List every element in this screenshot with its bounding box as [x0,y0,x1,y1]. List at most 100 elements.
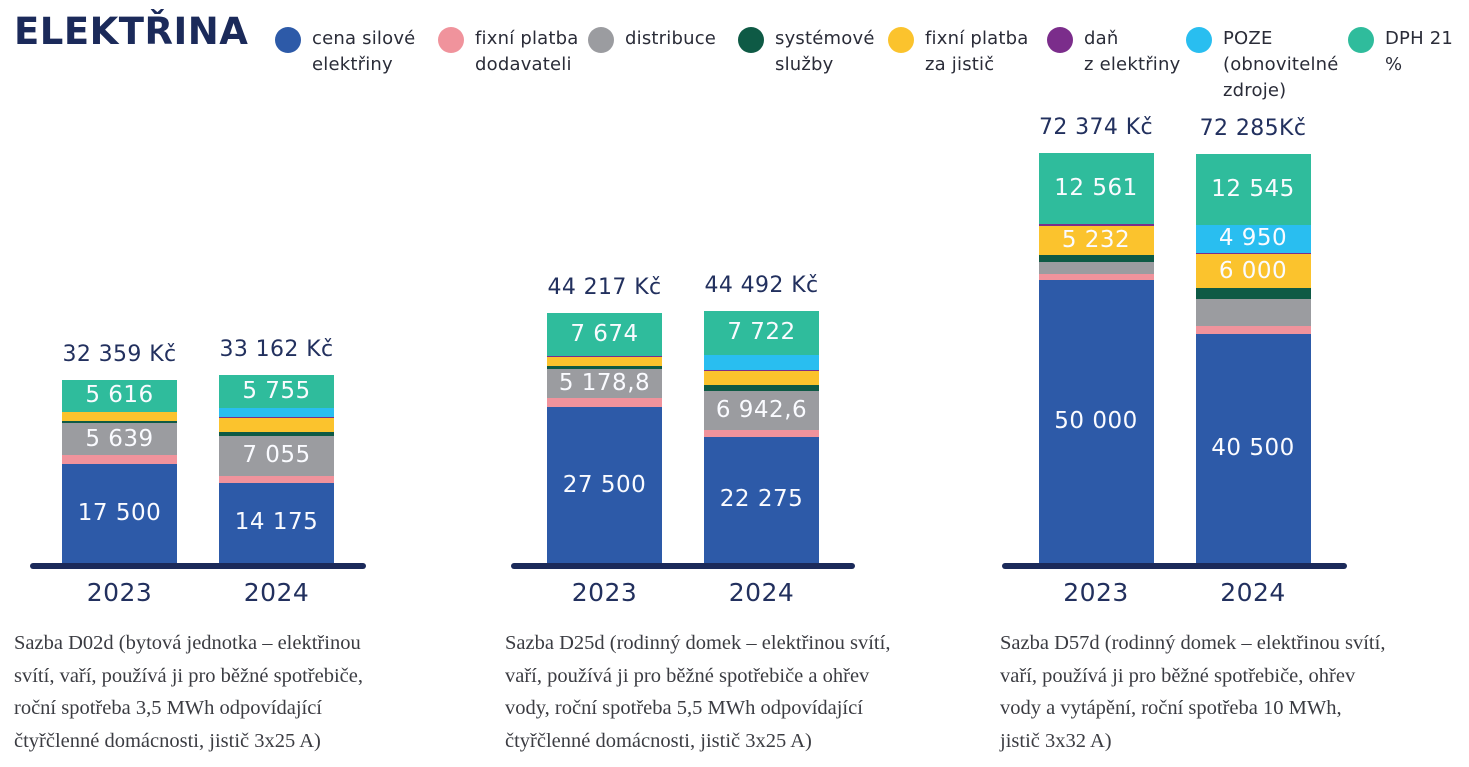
bar-segment-cena-silove: 22 275 [704,436,819,563]
legend-item-label: POZE (obnovitelné zdroje) [1223,28,1339,101]
legend-item-poze: POZE (obnovitelné zdroje) [1186,26,1339,104]
legend-dot-icon [1047,27,1073,53]
legend-item-label: fixní platba za jistič [925,28,1029,75]
stacked-bar: 5 616 5 639 17 500 [62,379,177,563]
bar-segment-dan-z-elektriny [1038,224,1154,226]
legend-dot-icon [738,27,764,53]
segment-value-label: 4 950 [1218,225,1288,252]
legend: cena silové elektřiny fixní platba dodava… [275,26,1469,126]
year-label: 2024 [728,578,795,607]
year-label: 2023 [1063,578,1129,607]
bar-group-d02d-2023: 32 359 Kč 5 616 5 639 17 500 [62,342,177,563]
bar-segment-systemove-sluzby [704,385,819,391]
segment-value-label: 5 755 [242,377,311,404]
year-label: 2023 [86,578,153,607]
bar-segment-dph: 5 616 [62,379,177,412]
legend-dot-icon [588,27,614,53]
bar-segment-fixni-platba-dodavateli [1038,274,1154,280]
chart-d57d: 72 374 Kč 12 561 5 232 50 000 72 285Kč 12 545… [1000,100,1385,757]
segment-value-label: 27 500 [562,471,647,498]
segment-value-label: 5 178,8 [558,370,651,397]
year-label: 2024 [1220,578,1286,607]
year-labels-row: 2023 2024 [511,578,855,607]
bars-area: 72 374 Kč 12 561 5 232 50 000 72 285Kč 12 545… [1002,100,1347,563]
bar-segment-systemove-sluzby [547,365,662,370]
bar-segment-dan-z-elektriny [1195,252,1311,255]
bar-segment-distribuce: 6 942,6 [704,390,819,430]
stacked-bar: 12 561 5 232 50 000 [1038,152,1154,563]
bar-segment-dan-z-elektriny [62,411,177,413]
x-axis-line [511,563,855,569]
bar-group-d25d-2023: 44 217 Kč 7 674 5 178,8 27 500 [547,275,662,563]
bar-total-label: 32 359 Kč [62,341,177,367]
bar-segment-systemove-sluzby [62,420,177,424]
bar-segment-dph: 12 561 [1038,152,1154,225]
x-axis-line [30,563,366,569]
segment-value-label: 7 055 [242,442,311,469]
bar-segment-poze: 4 950 [1195,224,1311,253]
page-title: ELEKTŘINA [14,10,249,53]
segment-value-label: 6 942,6 [715,396,808,423]
segment-value-label: 7 722 [727,319,796,346]
bar-segment-cena-silove: 40 500 [1195,333,1311,563]
bar-segment-fixni-platba-za-jistic: 5 232 [1038,225,1154,256]
legend-item-cena-silove: cena silové elektřiny [275,26,415,78]
year-labels-row: 2023 2024 [1002,578,1347,607]
bars-area: 44 217 Kč 7 674 5 178,8 27 500 44 492 Kč 7 72… [511,100,855,563]
bar-segment-fixni-platba-za-jistic [547,356,662,366]
bar-group-d57d-2024: 72 285Kč 12 545 4 950 6 000 40 500 [1195,115,1311,563]
stacked-bar: 12 545 4 950 6 000 40 500 [1195,153,1311,563]
bar-segment-cena-silove: 17 500 [62,463,177,563]
segment-value-label: 22 275 [719,486,804,513]
stacked-bar: 5 755 7 055 14 175 [219,375,334,563]
segment-value-label: 6 000 [1218,257,1288,284]
bar-segment-dph: 7 722 [704,310,819,355]
legend-item-distribuce: distribuce [588,26,716,53]
bar-segment-fixni-platba-dodavateli [1195,325,1311,334]
bar-segment-systemove-sluzby [1038,255,1154,262]
legend-dot-icon [438,27,464,53]
segment-value-label: 12 545 [1211,175,1295,202]
bar-segment-fixni-platba-dodavateli [62,455,177,464]
chart-caption: Sazba D02d (bytová jednotka – elektřinou… [14,632,363,752]
bar-segment-systemove-sluzby [1195,288,1311,300]
bar-segment-distribuce: 5 639 [62,423,177,456]
chart-d25d: 44 217 Kč 7 674 5 178,8 27 500 44 492 Kč 7 72… [505,100,890,757]
legend-item-dph: DPH 21 % [1348,26,1469,78]
bar-total-label: 44 492 Kč [704,272,819,298]
bar-segment-fixni-platba-dodavateli [219,475,334,483]
legend-dot-icon [1348,27,1374,53]
segment-value-label: 5 232 [1061,227,1131,254]
bar-total-label: 33 162 Kč [219,337,334,363]
legend-item-label: daň z elektřiny [1084,28,1181,75]
legend-dot-icon [275,27,301,53]
segment-value-label: 40 500 [1211,434,1295,461]
bar-segment-distribuce [1038,261,1154,275]
bar-segment-fixni-platba-dodavateli [547,398,662,408]
bar-total-label: 72 285Kč [1199,115,1307,141]
legend-item-label: fixní platba dodavateli [475,28,579,75]
bar-group-d02d-2024: 33 162 Kč 5 755 7 055 14 175 [219,337,334,563]
bar-segment-cena-silove: 27 500 [547,407,662,563]
stacked-bar: 7 722 6 942,6 22 275 [704,310,819,563]
legend-item-label: distribuce [625,28,717,49]
segment-value-label: 5 639 [85,425,154,452]
segment-value-label: 12 561 [1054,175,1138,202]
segment-value-label: 5 616 [85,382,154,409]
bar-segment-dph: 7 674 [547,312,662,357]
bar-total-label: 72 374 Kč [1038,114,1154,140]
bar-segment-cena-silove: 50 000 [1038,279,1154,563]
legend-item-fixni-platba-dodavateli: fixní platba dodavateli [438,26,579,78]
bar-segment-fixni-platba-za-jistic [219,418,334,433]
chart-d02d: 32 359 Kč 5 616 5 639 17 500 33 162 Kč 5 755 7… [14,100,366,757]
bar-segment-poze [219,407,334,418]
segment-value-label: 17 500 [77,499,162,526]
segment-value-label: 7 674 [570,320,639,347]
legend-dot-icon [1186,27,1212,53]
chart-caption: Sazba D25d (rodinný domek – elektřinou s… [505,632,891,752]
bar-segment-fixni-platba-za-jistic [62,412,177,421]
legend-dot-icon [888,27,914,53]
bar-segment-cena-silove: 14 175 [219,482,334,563]
bar-segment-fixni-platba-za-jistic: 6 000 [1195,254,1311,289]
